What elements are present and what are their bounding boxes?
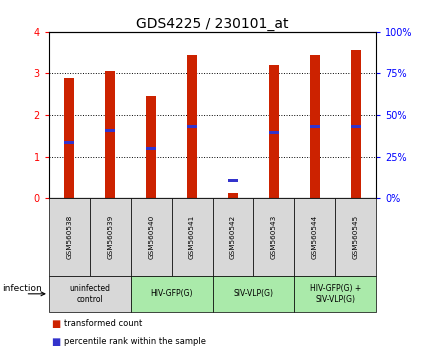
Text: ■: ■ xyxy=(51,319,60,329)
Bar xyxy=(351,125,361,128)
Bar xyxy=(310,55,320,198)
Text: GSM560545: GSM560545 xyxy=(353,215,359,259)
Text: GSM560544: GSM560544 xyxy=(312,215,318,259)
Text: infection: infection xyxy=(2,284,42,293)
Text: GSM560543: GSM560543 xyxy=(271,215,277,259)
Bar xyxy=(64,141,74,143)
Text: GSM560542: GSM560542 xyxy=(230,215,236,259)
Text: HIV-GFP(G): HIV-GFP(G) xyxy=(150,289,193,298)
Text: GSM560540: GSM560540 xyxy=(148,215,154,259)
Text: transformed count: transformed count xyxy=(64,319,142,329)
Text: GSM560541: GSM560541 xyxy=(189,215,195,259)
Bar xyxy=(351,50,361,198)
Text: HIV-GFP(G) +
SIV-VLP(G): HIV-GFP(G) + SIV-VLP(G) xyxy=(309,284,361,303)
Bar xyxy=(310,125,320,128)
Bar xyxy=(269,131,279,135)
Bar xyxy=(228,193,238,198)
Bar xyxy=(64,79,74,198)
Text: percentile rank within the sample: percentile rank within the sample xyxy=(64,337,206,346)
Text: ■: ■ xyxy=(51,337,60,347)
Text: GSM560538: GSM560538 xyxy=(66,215,72,259)
Bar xyxy=(146,96,156,198)
Bar xyxy=(105,72,115,198)
Bar xyxy=(187,55,197,198)
Text: GSM560539: GSM560539 xyxy=(107,215,113,259)
Bar xyxy=(187,125,197,128)
Text: uninfected
control: uninfected control xyxy=(69,284,110,303)
Bar xyxy=(146,147,156,150)
Bar xyxy=(228,179,238,182)
Title: GDS4225 / 230101_at: GDS4225 / 230101_at xyxy=(136,17,289,31)
Bar xyxy=(269,65,279,198)
Text: SIV-VLP(G): SIV-VLP(G) xyxy=(233,289,273,298)
Bar xyxy=(105,130,115,132)
